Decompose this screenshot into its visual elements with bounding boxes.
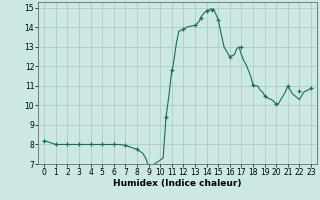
X-axis label: Humidex (Indice chaleur): Humidex (Indice chaleur) — [113, 179, 242, 188]
